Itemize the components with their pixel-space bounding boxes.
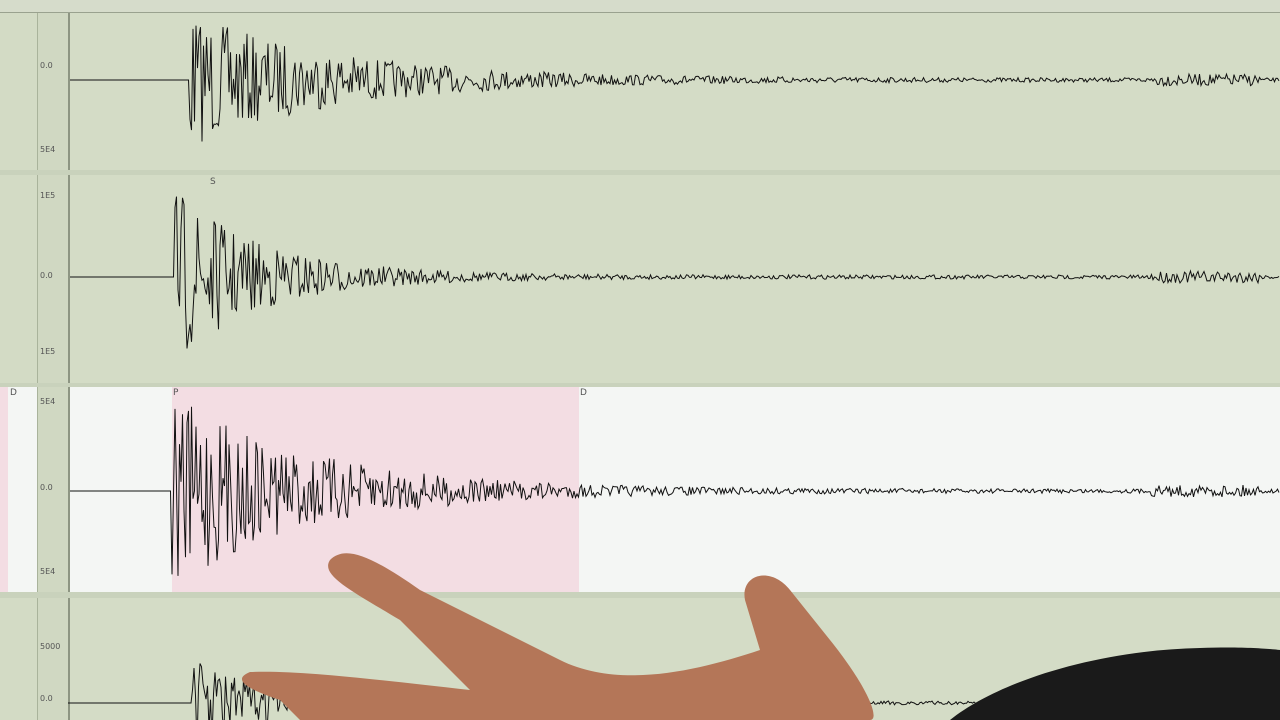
d-marker-left: D xyxy=(10,388,17,398)
trace-plot xyxy=(70,13,1280,170)
selected-window-left xyxy=(0,387,8,592)
axis-label-zero: 0.0 xyxy=(40,694,53,703)
seismogram-channel-2: 1E5 0.0 1E5 S xyxy=(0,175,1280,383)
axis-label-top: 5E4 xyxy=(40,397,56,406)
waveform-trace-1 xyxy=(70,25,1280,142)
amplitude-axis xyxy=(38,175,70,383)
axis-label-zero: 0.0 xyxy=(40,271,53,280)
time-ruler xyxy=(0,0,1280,13)
seismogram-channel-1: 0.0 5E4 xyxy=(0,13,1280,170)
channel-side-strip xyxy=(0,598,38,720)
channel-side-strip xyxy=(0,13,38,170)
amplitude-axis xyxy=(38,598,70,720)
axis-label-bottom: 5E4 xyxy=(40,567,56,576)
s-wave-marker: S xyxy=(210,177,216,187)
channel-side-strip xyxy=(0,175,38,383)
axis-label-zero: 0.0 xyxy=(40,61,53,70)
amplitude-axis xyxy=(38,13,70,170)
hand xyxy=(241,553,874,720)
waveform-trace-2 xyxy=(70,196,1280,349)
waveform-trace-3 xyxy=(70,406,1280,576)
d-marker: D xyxy=(580,388,587,398)
axis-label-bottom: 5E4 xyxy=(40,145,56,154)
p-wave-marker: P xyxy=(173,388,179,398)
amplitude-axis xyxy=(38,387,70,592)
sleeve xyxy=(950,647,1280,720)
axis-label-zero: 0.0 xyxy=(40,483,53,492)
axis-label-bottom: 1E5 xyxy=(40,347,56,356)
trace-plot xyxy=(70,175,1280,383)
seismogram-channel-3: 5E4 0.0 5E4 P D D xyxy=(0,387,1280,592)
axis-label-top: 1E5 xyxy=(40,191,56,200)
axis-label-top: 5000 xyxy=(40,642,61,651)
